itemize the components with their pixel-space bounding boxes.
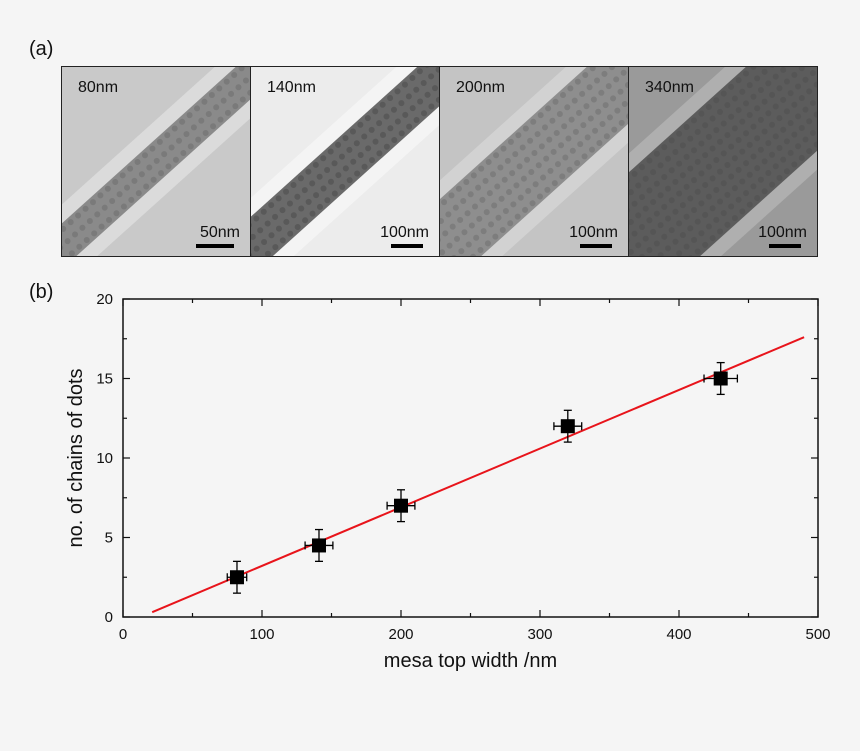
micrograph-200nm: 200nm 100nm	[440, 67, 629, 256]
y-tick-label: 10	[96, 450, 113, 467]
micrograph-image	[251, 67, 439, 256]
y-axis-label: no. of chains of dots	[65, 368, 87, 547]
mesa-width-label: 200nm	[456, 79, 505, 96]
panel-a-label: (a)	[29, 38, 54, 60]
mesa-width-label: 140nm	[267, 79, 316, 96]
data-point	[304, 528, 334, 562]
micrograph-80nm: 80nm 50nm	[62, 67, 251, 256]
scale-bar-label: 100nm	[569, 224, 618, 241]
panel-b-label: (b)	[29, 281, 54, 303]
square-marker	[229, 570, 244, 585]
plot-frame	[122, 298, 819, 618]
scale-bar	[196, 244, 234, 248]
x-tick-label: 500	[805, 626, 830, 643]
data-point	[226, 560, 248, 594]
square-marker	[394, 498, 408, 513]
x-tick-label: 400	[666, 626, 691, 643]
mesa-width-label: 80nm	[78, 79, 119, 96]
micrograph-image	[62, 67, 250, 256]
x-tick-label: 300	[527, 626, 552, 643]
scale-bar	[769, 244, 801, 248]
y-tick-label: 5	[105, 530, 113, 547]
y-tick-label: 20	[96, 291, 113, 308]
square-marker	[713, 371, 728, 386]
x-axis-label: mesa top width /nm	[384, 650, 557, 672]
square-marker	[560, 419, 575, 434]
data-point	[386, 489, 416, 523]
linear-fit-line	[151, 336, 805, 614]
scale-bar	[580, 244, 612, 248]
scale-bar	[391, 244, 423, 248]
scale-bar-label: 50nm	[199, 224, 240, 241]
micrograph-340nm: 340nm 100nm	[629, 67, 817, 256]
square-marker	[311, 538, 326, 553]
scale-bar-label: 100nm	[380, 224, 429, 241]
micrograph-image	[629, 67, 817, 256]
micrograph-row: 80nm 50nm 140nm 100nm 200nm 100nm 340nm …	[61, 66, 818, 257]
data-point	[553, 409, 583, 443]
micrograph-140nm: 140nm 100nm	[251, 67, 440, 256]
mesa-width-label: 340nm	[645, 79, 694, 96]
x-tick-label: 0	[119, 626, 127, 643]
micrograph-image	[440, 67, 628, 256]
x-tick-label: 100	[249, 626, 274, 643]
data-point	[703, 361, 739, 396]
y-tick-label: 15	[96, 371, 113, 388]
scale-bar-label: 100nm	[758, 224, 807, 241]
x-tick-label: 200	[388, 626, 413, 643]
y-tick-label: 0	[105, 609, 113, 626]
